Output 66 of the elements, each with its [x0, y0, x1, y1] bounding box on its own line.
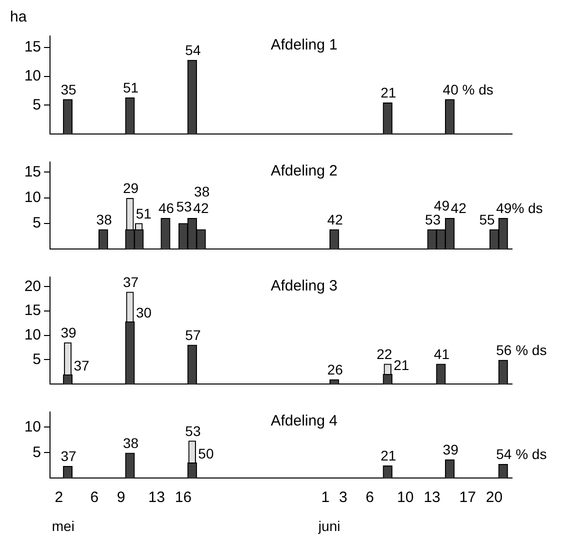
annotation: 21	[394, 357, 410, 374]
annotation: 54	[185, 42, 201, 58]
y-tick-label: 5	[32, 444, 41, 461]
y-tick-label: 15	[24, 163, 41, 180]
annotation: 46	[158, 200, 174, 216]
annotation: 35	[60, 81, 77, 98]
chart-title: Afdeling 4	[270, 412, 338, 430]
x-tick-label: 17	[459, 489, 476, 506]
annotation: 53	[185, 422, 201, 439]
x-tick-label: 20	[486, 489, 503, 506]
annotation: 39	[442, 442, 459, 458]
y-tick-label: 10	[24, 67, 41, 84]
annotation: 41	[434, 346, 450, 362]
y-tick-label: 10	[24, 326, 41, 344]
annotation: 51	[136, 205, 152, 222]
x-tick-label: 2	[54, 489, 64, 506]
y-tick-label: 5	[32, 350, 41, 368]
x-tick-label: 13	[424, 489, 440, 506]
annotation: 42	[327, 211, 344, 228]
annotation: 42	[193, 200, 209, 216]
chart-title: Afdeling 3	[270, 278, 338, 295]
annotation: 38	[96, 211, 112, 228]
annotation: 40 % ds	[442, 81, 494, 98]
annotation: 22	[376, 346, 392, 362]
x-tick-label: 6	[90, 489, 99, 506]
y-tick-label: 20	[24, 278, 41, 295]
annotation: 21	[380, 84, 396, 101]
annotation: 38	[194, 183, 210, 200]
x-tick-label: 3	[339, 489, 348, 506]
x-tick-label: 16	[174, 489, 192, 506]
y-axis-title: ha	[10, 8, 28, 26]
annotation: 38	[122, 434, 139, 451]
annotation: 37	[122, 274, 139, 290]
text: juni	[317, 518, 340, 534]
annotation: 30	[136, 304, 152, 321]
annotation: 21	[380, 448, 396, 464]
y-tick-label: 5	[32, 96, 41, 114]
annotation: 54 % ds	[496, 446, 547, 462]
x-tick-label: 10	[397, 489, 414, 506]
x-tick-label: 13	[148, 489, 165, 506]
y-tick-label: 5	[32, 214, 41, 232]
annotation: 37	[60, 448, 77, 464]
annotation: 51	[122, 80, 139, 96]
chart-title: Afdeling 2	[270, 162, 338, 180]
annotation: 53	[176, 198, 192, 214]
annotation: 49	[434, 197, 450, 214]
y-tick-label: 15	[24, 302, 41, 320]
x-tick-label: 9	[116, 489, 126, 506]
annotation: 42	[450, 200, 467, 216]
annotation: 37	[74, 358, 90, 374]
y-tick-label: 15	[24, 38, 41, 56]
annotation: 49% ds	[496, 200, 543, 216]
annotation: 39	[60, 324, 77, 341]
annotation: 53	[425, 211, 441, 228]
chart-title: Afdeling 1	[270, 36, 338, 54]
y-tick-label: 10	[24, 418, 41, 436]
annotation: 57	[185, 326, 201, 343]
annotation: 50	[198, 446, 214, 462]
y-tick-label: 10	[24, 188, 41, 206]
annotation: 29	[122, 180, 139, 196]
x-tick-label: 1	[321, 489, 330, 506]
x-tick-label: 6	[366, 489, 374, 506]
text: mei	[52, 518, 74, 534]
annotation: 56 % ds	[496, 342, 547, 358]
annotation: 55	[479, 211, 496, 228]
annotation: 26	[327, 361, 344, 378]
